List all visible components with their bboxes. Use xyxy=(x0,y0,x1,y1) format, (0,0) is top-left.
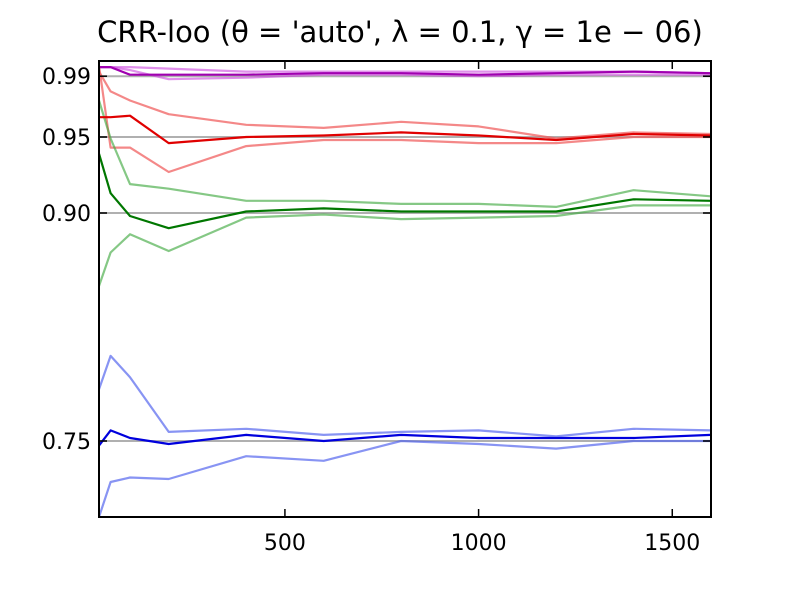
x-axis-tick-labels: 500 1000 1500 xyxy=(264,531,700,556)
series-line-0.75-upper xyxy=(97,354,712,438)
plot-frame xyxy=(98,60,712,518)
x-tick-label-0: 500 xyxy=(264,531,306,556)
y-axis-tick-labels: 0.75 0.90 0.95 0.99 xyxy=(42,65,91,455)
series-line-0.90-upper xyxy=(97,100,712,208)
series-line-0.95-upper xyxy=(98,71,712,140)
series-line-0.90-lower xyxy=(97,204,711,287)
y-tick-label-2: 0.95 xyxy=(42,126,91,151)
chart-title: CRR-loo (θ = 'auto', λ = 0.1, γ = 1e − 0… xyxy=(97,15,703,49)
series-line-0.99-lower xyxy=(99,65,711,81)
x-tick-label-2: 1500 xyxy=(644,531,700,556)
series-line-0.99-mean xyxy=(99,65,712,76)
series-line-0.75-lower xyxy=(97,439,711,518)
y-tick-label-0: 0.75 xyxy=(42,430,91,455)
series-line-0.95-mean xyxy=(99,114,712,145)
axis-ticks xyxy=(99,61,711,517)
series-line-0.75-mean xyxy=(98,429,712,447)
y-tick-label-1: 0.90 xyxy=(42,202,91,227)
series-line-0.90-mean xyxy=(97,153,712,230)
x-tick-label-1: 1000 xyxy=(451,531,507,556)
y-tick-label-3: 0.99 xyxy=(42,65,91,90)
series-line-0.95-lower xyxy=(97,65,711,174)
series-lines xyxy=(97,65,712,518)
